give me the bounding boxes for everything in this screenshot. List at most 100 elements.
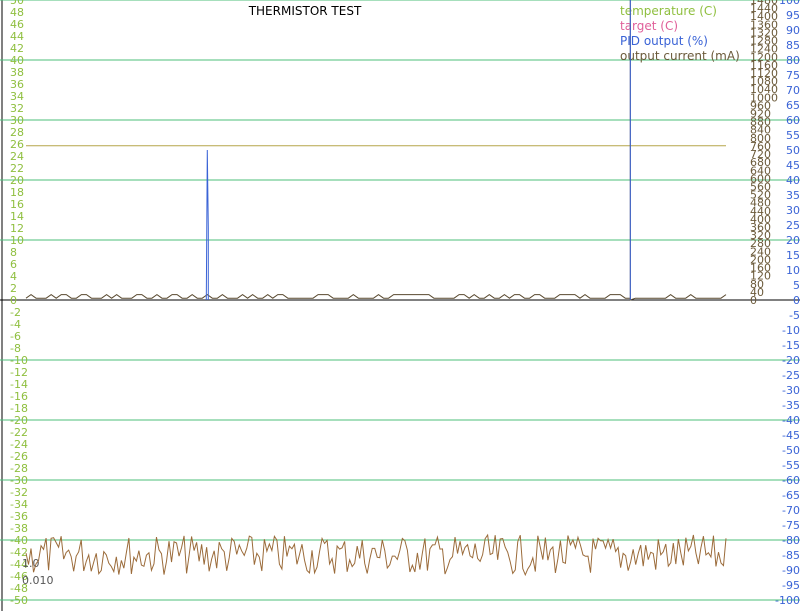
right-pid-tick-label: -45 [782,429,800,442]
right-pid-tick-label: -90 [782,564,800,577]
left-tick-label: -4 [10,318,21,331]
left-tick-label: -46 [10,570,28,583]
left-tick-label: -20 [10,414,28,427]
left-tick-label: 28 [10,126,24,139]
left-tick-label: 16 [10,198,24,211]
right-pid-tick-label: 0 [793,294,800,307]
right-current-tick-label: 480 [750,197,771,210]
right-current-tick-label: 400 [750,213,771,226]
right-current-tick-label: 40 [750,286,764,299]
right-current-tick-label: 360 [750,221,771,234]
right-pid-tick-label: 50 [786,144,800,157]
left-tick-label: -22 [10,426,28,439]
right-pid-tick-label: 30 [786,204,800,217]
left-tick-label: -32 [10,486,28,499]
legend-entry: PID output (%) [620,34,708,48]
right-current-tick-label: 1360 [750,18,778,31]
right-current-tick-label: 0 [750,294,757,307]
right-pid-tick-label: -70 [782,504,800,517]
left-tick-label: 24 [10,150,24,163]
left-tick-label: -16 [10,390,28,403]
left-tick-label: -24 [10,438,28,451]
right-current-tick-label: 520 [750,189,771,202]
left-tick-label: 8 [10,246,17,259]
right-pid-tick-label: -5 [789,309,800,322]
right-pid-tick-label: 65 [786,99,800,112]
left-tick-label: 12 [10,222,24,235]
right-current-tick-label: 1160 [750,59,778,72]
right-current-tick-label: 600 [750,172,771,185]
left-tick-label: -18 [10,402,28,415]
series-temperature-line [25,0,727,301]
misc-label: 1.0 [22,557,40,570]
right-current-tick-label: 1080 [750,75,778,88]
right-pid-tick-label: 20 [786,234,800,247]
right-current-tick-label: 80 [750,278,764,291]
right-current-tick-label: 800 [750,132,771,145]
right-pid-tick-label: -60 [782,474,800,487]
right-pid-tick-label: 90 [786,24,800,37]
left-tick-label: 36 [10,78,24,91]
right-current-tick-label: 1280 [750,35,778,48]
left-tick-label: 22 [10,162,24,175]
right-current-tick-label: 1400 [750,10,778,23]
left-tick-label: -12 [10,366,28,379]
right-current-tick-label: 1440 [750,2,778,15]
left-tick-label: 50 [10,0,24,7]
right-current-tick-label: 640 [750,164,771,177]
right-current-tick-label: 200 [750,253,771,266]
left-tick-label: -36 [10,510,28,523]
right-current-tick-label: 320 [750,229,771,242]
left-tick-label: -40 [10,534,28,547]
left-tick-label: -26 [10,450,28,463]
left-tick-label: -28 [10,462,28,475]
right-pid-tick-label: -65 [782,489,800,502]
right-current-tick-label: 240 [750,245,771,258]
right-pid-tick-label: -15 [782,339,800,352]
right-current-tick-label: 1120 [750,67,778,80]
legend-entry: output current (mA) [620,49,740,63]
left-tick-label: 4 [10,270,17,283]
left-tick-label: -42 [10,546,28,559]
left-tick-label: 26 [10,138,24,151]
misc-label: 0.010 [22,574,54,587]
right-pid-tick-label: 5 [793,279,800,292]
right-pid-tick-label: 60 [786,114,800,127]
right-current-tick-label: 1200 [750,51,778,64]
right-pid-tick-label: -100 [775,594,800,607]
right-pid-tick-label: -30 [782,384,800,397]
left-tick-label: -38 [10,522,28,535]
right-current-tick-label: 1480 [750,0,778,7]
left-tick-label: -34 [10,498,28,511]
right-pid-tick-label: -25 [782,369,800,382]
right-current-tick-label: 880 [750,116,771,129]
right-pid-tick-label: 75 [786,69,800,82]
right-pid-tick-label: 45 [786,159,800,172]
right-pid-tick-label: 10 [786,264,800,277]
left-tick-label: 34 [10,90,24,103]
right-pid-tick-label: -35 [782,399,800,412]
left-tick-label: -50 [10,594,28,607]
left-tick-label: 10 [10,234,24,247]
series-pid-spike [205,149,209,301]
left-tick-label: 46 [10,18,24,31]
right-pid-tick-label: -85 [782,549,800,562]
right-pid-tick-label: -10 [782,324,800,337]
right-pid-tick-label: -55 [782,459,800,472]
right-current-tick-label: 280 [750,237,771,250]
left-tick-label: -48 [10,582,28,595]
right-current-tick-label: 120 [750,270,771,283]
right-current-tick-label: 1240 [750,43,778,56]
left-tick-label: 6 [10,258,17,271]
right-pid-tick-label: 100 [779,0,800,7]
right-pid-tick-label: -20 [782,354,800,367]
left-tick-label: 30 [10,114,24,127]
right-current-tick-label: 840 [750,124,771,137]
left-tick-label: -2 [10,306,21,319]
right-pid-tick-label: -95 [782,579,800,592]
right-pid-tick-label: 70 [786,84,800,97]
right-pid-tick-label: -50 [782,444,800,457]
right-pid-tick-label: 40 [786,174,800,187]
